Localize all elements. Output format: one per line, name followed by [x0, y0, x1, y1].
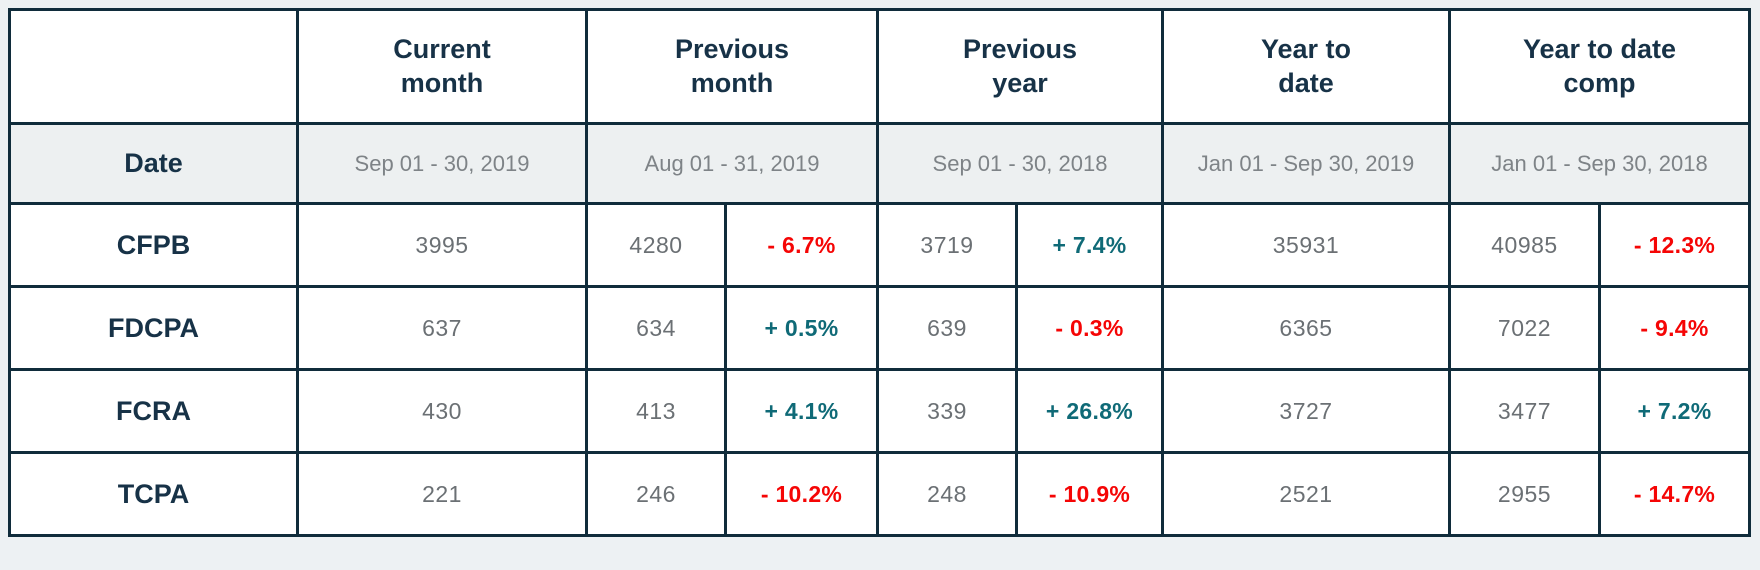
fdcpa-previous-month-change: + 0.5%	[724, 285, 879, 371]
fdcpa-current-month-value: 637	[296, 285, 588, 371]
page-container: Current month Previous month Previous ye…	[8, 8, 1751, 537]
col-header-year-to-date-comp: Year to date comp	[1448, 8, 1751, 125]
fdcpa-year-to-date-comp-value: 7022	[1448, 285, 1601, 371]
tcpa-year-to-date-comp-value: 2955	[1448, 451, 1601, 537]
header-row: Current month Previous month Previous ye…	[8, 8, 1751, 125]
fcra-previous-month-change: + 4.1%	[724, 368, 879, 454]
date-current-month: Sep 01 - 30, 2019	[296, 122, 588, 205]
corner-cell	[8, 8, 299, 125]
cfpb-previous-month-value: 4280	[585, 202, 727, 288]
fcra-previous-month-value: 413	[585, 368, 727, 454]
date-row: Date Sep 01 - 30, 2019 Aug 01 - 31, 2019…	[8, 122, 1751, 205]
fcra-year-to-date-value: 3727	[1161, 368, 1451, 454]
tcpa-year-to-date-comp-change: - 14.7%	[1598, 451, 1751, 537]
date-previous-year: Sep 01 - 30, 2018	[876, 122, 1164, 205]
date-row-label: Date	[8, 122, 299, 205]
col-header-current-month: Current month	[296, 8, 588, 125]
date-year-to-date: Jan 01 - Sep 30, 2019	[1161, 122, 1451, 205]
row-label-cfpb: CFPB	[8, 202, 299, 288]
fdcpa-year-to-date-value: 6365	[1161, 285, 1451, 371]
fdcpa-previous-month-value: 634	[585, 285, 727, 371]
fdcpa-previous-year-value: 639	[876, 285, 1018, 371]
table-row-cfpb: CFPB 3995 4280 - 6.7% 3719 + 7.4% 35931 …	[8, 202, 1751, 288]
row-label-fdcpa: FDCPA	[8, 285, 299, 371]
fcra-previous-year-change: + 26.8%	[1015, 368, 1164, 454]
tcpa-previous-year-value: 248	[876, 451, 1018, 537]
col-header-previous-year: Previous year	[876, 8, 1164, 125]
fcra-year-to-date-comp-value: 3477	[1448, 368, 1601, 454]
tcpa-current-month-value: 221	[296, 451, 588, 537]
cfpb-year-to-date-comp-value: 40985	[1448, 202, 1601, 288]
col-header-year-to-date: Year to date	[1161, 8, 1451, 125]
tcpa-previous-month-value: 246	[585, 451, 727, 537]
fcra-previous-year-value: 339	[876, 368, 1018, 454]
cfpb-previous-year-value: 3719	[876, 202, 1018, 288]
stats-table: Current month Previous month Previous ye…	[8, 8, 1751, 537]
row-label-fcra: FCRA	[8, 368, 299, 454]
table-row-tcpa: TCPA 221 246 - 10.2% 248 - 10.9% 2521 29…	[8, 451, 1751, 537]
cfpb-previous-month-change: - 6.7%	[724, 202, 879, 288]
table-row-fcra: FCRA 430 413 + 4.1% 339 + 26.8% 3727 347…	[8, 368, 1751, 454]
date-previous-month: Aug 01 - 31, 2019	[585, 122, 879, 205]
tcpa-year-to-date-value: 2521	[1161, 451, 1451, 537]
cfpb-current-month-value: 3995	[296, 202, 588, 288]
fdcpa-year-to-date-comp-change: - 9.4%	[1598, 285, 1751, 371]
fdcpa-previous-year-change: - 0.3%	[1015, 285, 1164, 371]
cfpb-previous-year-change: + 7.4%	[1015, 202, 1164, 288]
col-header-previous-month: Previous month	[585, 8, 879, 125]
fcra-current-month-value: 430	[296, 368, 588, 454]
fcra-year-to-date-comp-change: + 7.2%	[1598, 368, 1751, 454]
tcpa-previous-month-change: - 10.2%	[724, 451, 879, 537]
table-row-fdcpa: FDCPA 637 634 + 0.5% 639 - 0.3% 6365 702…	[8, 285, 1751, 371]
row-label-tcpa: TCPA	[8, 451, 299, 537]
tcpa-previous-year-change: - 10.9%	[1015, 451, 1164, 537]
cfpb-year-to-date-comp-change: - 12.3%	[1598, 202, 1751, 288]
cfpb-year-to-date-value: 35931	[1161, 202, 1451, 288]
date-year-to-date-comp: Jan 01 - Sep 30, 2018	[1448, 122, 1751, 205]
